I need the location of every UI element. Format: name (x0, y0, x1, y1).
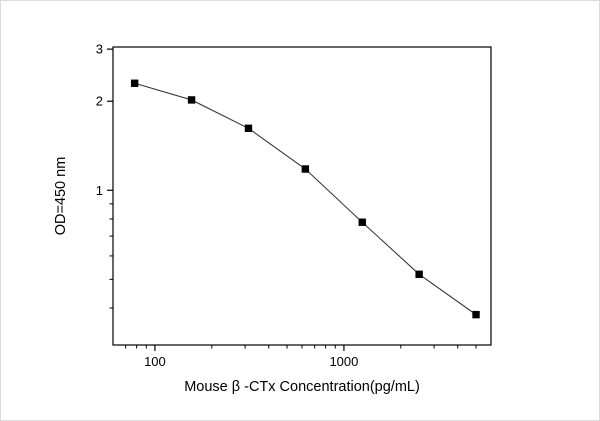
data-point-marker (130, 79, 139, 87)
x-tick-label: 100 (144, 354, 166, 369)
y-tick-label: 2 (96, 94, 103, 109)
y-axis-title: OD=450 nm (53, 157, 69, 236)
data-point-marker (301, 165, 310, 173)
x-axis-title: Mouse β -CTx Concentration(pg/mL) (184, 379, 420, 395)
y-tick-label: 1 (96, 183, 103, 198)
data-point-marker (244, 124, 253, 133)
data-point-marker (187, 96, 196, 104)
y-tick-label: 3 (96, 42, 103, 57)
data-point-marker (358, 218, 366, 226)
plot-frame (112, 46, 492, 346)
data-point-marker (415, 270, 423, 279)
data-point-marker (472, 310, 480, 319)
x-tick-label: 1000 (329, 354, 358, 369)
